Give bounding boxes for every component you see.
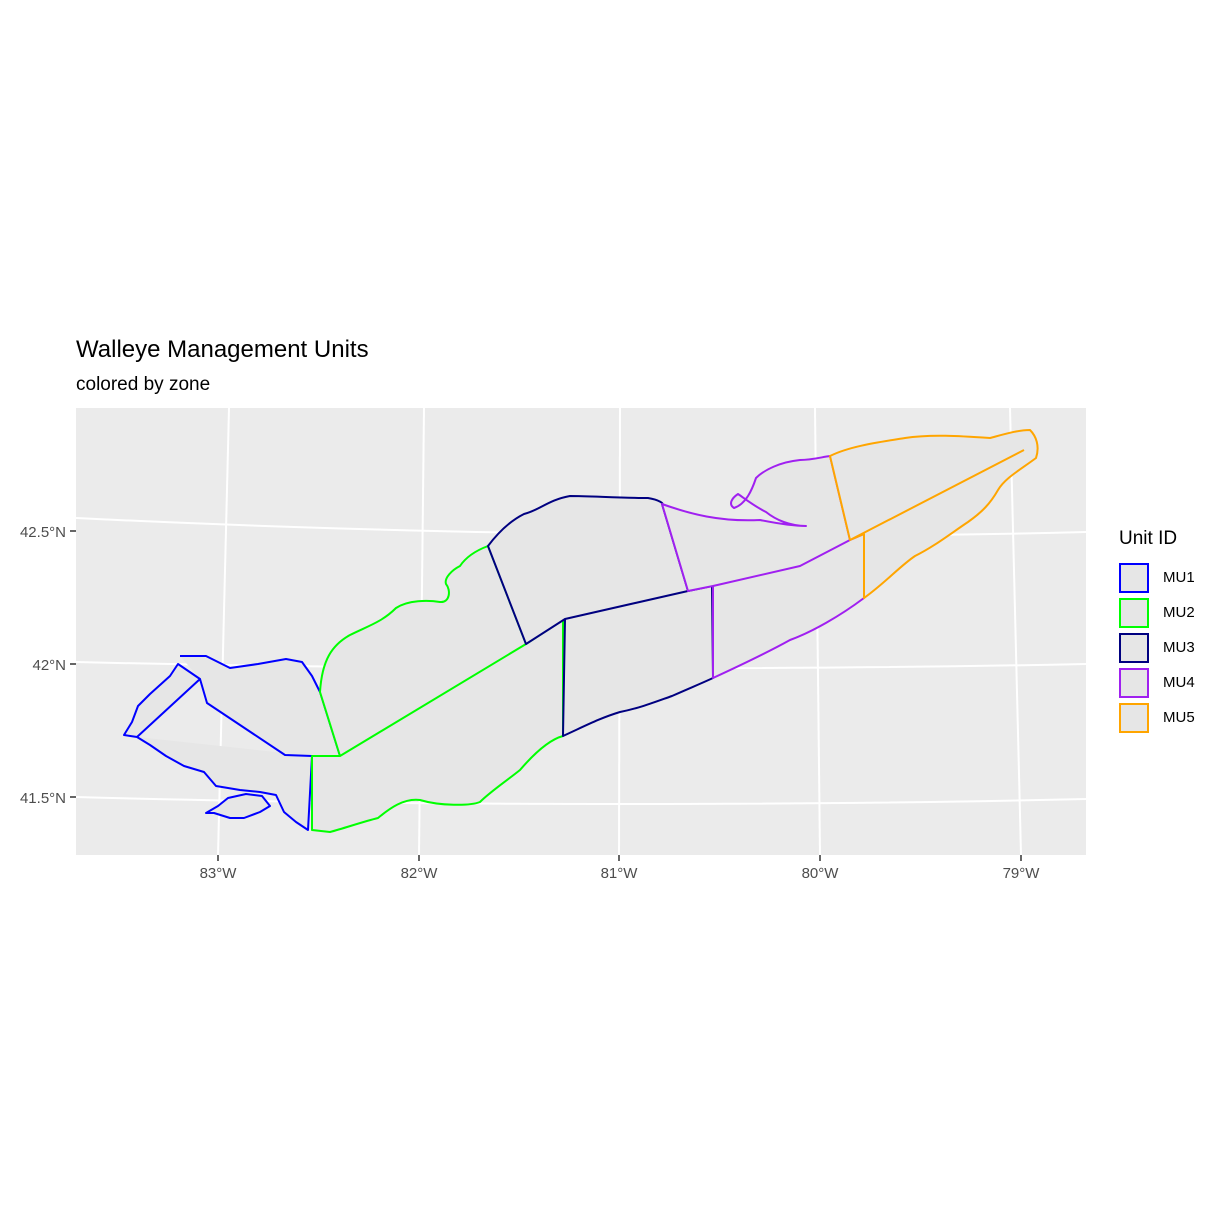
legend-item-mu2[interactable]: MU2	[1119, 595, 1195, 630]
x-tick-label-1: 82°W	[401, 865, 439, 882]
legend-item-mu5[interactable]: MU5	[1119, 700, 1195, 735]
legend-item-mu4[interactable]: MU4	[1119, 665, 1195, 700]
x-tick-label-3: 80°W	[802, 865, 840, 882]
legend-key-mu4	[1119, 668, 1149, 698]
legend-label-mu5: MU5	[1163, 709, 1195, 726]
legend-key-mu1	[1119, 563, 1149, 593]
legend-item-mu1[interactable]: MU1	[1119, 560, 1195, 595]
x-tick-label-2: 81°W	[601, 865, 639, 882]
legend-key-mu3	[1119, 633, 1149, 663]
legend-item-mu3[interactable]: MU3	[1119, 630, 1195, 665]
legend: Unit ID MU1 MU2 MU3 MU4 MU5	[1119, 528, 1195, 735]
x-tick-label-4: 79°W	[1003, 865, 1041, 882]
y-tick-label-0: 42.5°N	[20, 524, 66, 541]
y-tick-label-2: 41.5°N	[20, 790, 66, 807]
x-tick-label-0: 83°W	[200, 865, 238, 882]
legend-key-mu5	[1119, 703, 1149, 733]
legend-label-mu4: MU4	[1163, 674, 1195, 691]
legend-label-mu2: MU2	[1163, 604, 1195, 621]
legend-label-mu1: MU1	[1163, 569, 1195, 586]
legend-title: Unit ID	[1119, 528, 1195, 550]
legend-key-mu2	[1119, 598, 1149, 628]
y-tick-label-1: 42°N	[32, 657, 66, 674]
legend-label-mu3: MU3	[1163, 639, 1195, 656]
